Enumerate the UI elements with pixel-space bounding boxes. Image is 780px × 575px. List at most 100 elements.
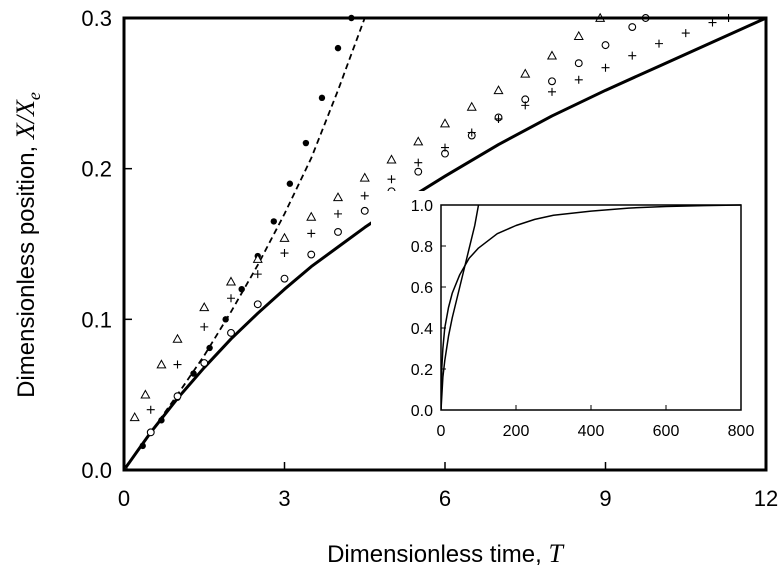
main-series-line-1 [124, 17, 366, 470]
main-series-4-point-9 [306, 211, 317, 221]
main-series-2-point-9 [270, 218, 277, 225]
main-series-3-point-6 [280, 274, 289, 283]
main-series-4-point-14 [439, 118, 451, 128]
main-series-4-point-4 [172, 333, 183, 343]
inset-series-group [441, 204, 742, 410]
main-series-4-point-1 [129, 412, 140, 422]
y-axis-title: Dimensionless position, X/Xe [11, 92, 44, 398]
inset-series-line-1 [441, 204, 480, 410]
main-series-4-point-7 [252, 253, 263, 263]
main-series-group [124, 12, 767, 470]
main-series-4-point-16 [493, 85, 504, 95]
main-series-5-point-1 [146, 405, 155, 414]
main-series-5-point-11 [414, 158, 423, 167]
main-series-5-point-9 [360, 191, 369, 200]
main-series-5-point-15 [521, 101, 530, 110]
x-axis-title-text: Dimensionless time, [327, 541, 548, 568]
main-x-tick-label-4: 12 [754, 486, 778, 511]
y-axis-symbol-2: X [11, 99, 40, 117]
inset-x-tick-label-0: 0 [437, 423, 446, 440]
main-series-4-point-11 [359, 172, 370, 182]
inset-x-tick-label-1: 200 [503, 423, 530, 440]
main-series-4-point-10 [332, 192, 344, 202]
main-series-5-point-6 [280, 249, 289, 258]
main-tick-labels: 0 3 6 9 12 0.0 0.1 0.2 0.3 [81, 6, 778, 511]
main-series-3-point-16 [548, 77, 556, 86]
main-series-4-point-12 [386, 154, 397, 164]
main-x-tick-label-1: 3 [278, 486, 290, 511]
main-series-3-point-1 [146, 428, 155, 437]
x-axis-symbol: T [548, 539, 564, 568]
main-series-5-point-14 [494, 114, 503, 123]
main-series-5-point-20 [655, 39, 663, 48]
y-axis-title-text: Dimensionless position, [13, 139, 40, 398]
main-series-3-point-19 [628, 23, 637, 31]
main-series-5-point-13 [467, 128, 476, 137]
main-series-5-point-8 [334, 209, 342, 218]
inset-y-tick-label-4: 0.8 [411, 239, 433, 256]
main-y-tick-label-1: 0.1 [81, 307, 112, 332]
main-series-5-point-17 [574, 75, 583, 84]
main-series-5-point-16 [548, 87, 556, 96]
y-axis-subscript: e [24, 92, 44, 100]
main-ticks [123, 17, 767, 471]
main-series-4-point-5 [199, 302, 210, 312]
main-series-3-point-4 [227, 328, 235, 337]
inset-y-tick-label-3: 0.6 [411, 280, 433, 297]
main-series-5-point-19 [628, 51, 637, 60]
main-series-3-point-18 [601, 41, 610, 50]
inset-y-tick-label-0: 0.0 [411, 403, 433, 420]
main-series-2-point-12 [318, 94, 326, 102]
main-x-tick-label-0: 0 [118, 486, 130, 511]
main-series-3-point-8 [334, 227, 342, 236]
main-series-4-point-15 [466, 101, 477, 111]
main-series-5-point-4 [227, 294, 235, 303]
inset-x-tick-label-2: 400 [578, 423, 605, 440]
main-x-tick-label-3: 9 [599, 486, 611, 511]
inset-ticks [440, 204, 742, 411]
inset-chart: 0 200 400 600 800 0.0 0.2 0.4 0.6 0.8 1.0 [371, 191, 761, 450]
main-series-5-point-12 [441, 143, 449, 152]
inset-plot-marks [441, 204, 742, 410]
main-series-5-point-7 [307, 229, 316, 238]
main-series-2-point-4 [190, 370, 197, 377]
main-series-5-point-10 [387, 175, 396, 184]
main-series-2-point-1 [139, 442, 146, 450]
inset-x-tick-label-4: 800 [728, 423, 755, 440]
main-series-3-point-9 [360, 206, 369, 215]
main-series-5-point-5 [253, 270, 262, 279]
main-series-5-point-2 [173, 360, 182, 369]
main-y-tick-label-3: 0.3 [81, 6, 112, 31]
inset-x-tick-label-3: 600 [653, 423, 680, 440]
main-y-tick-label-2: 0.2 [81, 157, 112, 182]
main-series-4-point-3 [156, 359, 167, 369]
main-series-5-point-22 [708, 18, 717, 27]
main-series-5-point-3 [200, 322, 209, 331]
x-axis-title: Dimensionless time, T [327, 539, 564, 568]
main-series-5-point-18 [601, 63, 610, 72]
main-series-3-point-3 [200, 359, 209, 367]
main-plot-marks [124, 12, 767, 470]
main-series-4-point-19 [573, 30, 584, 40]
main-x-tick-label-2: 6 [439, 486, 451, 511]
main-y-tick-label-0: 0.0 [81, 458, 112, 483]
main-series-3-point-11 [414, 167, 423, 176]
main-series-2-point-2 [158, 417, 165, 424]
inset-background [371, 191, 761, 450]
main-series-2-point-13 [334, 44, 342, 52]
main-series-3-point-2 [173, 392, 182, 401]
main-series-3-point-17 [574, 59, 583, 68]
main-series-4-point-6 [225, 276, 237, 286]
y-axis-symbol: X [11, 122, 40, 140]
main-series-4-point-13 [413, 136, 424, 146]
main-series-2-point-7 [238, 286, 245, 293]
main-series-5-point-21 [681, 29, 690, 38]
y-axis-symbol-separator: / [11, 113, 40, 125]
main-series-2-point-6 [222, 316, 229, 323]
main-series-4-point-18 [546, 50, 558, 60]
main-series-2-point-5 [206, 344, 213, 352]
inset-y-tick-label-2: 0.4 [411, 321, 433, 338]
main-series-2-point-10 [286, 180, 294, 187]
main-series-2-point-11 [302, 139, 310, 147]
